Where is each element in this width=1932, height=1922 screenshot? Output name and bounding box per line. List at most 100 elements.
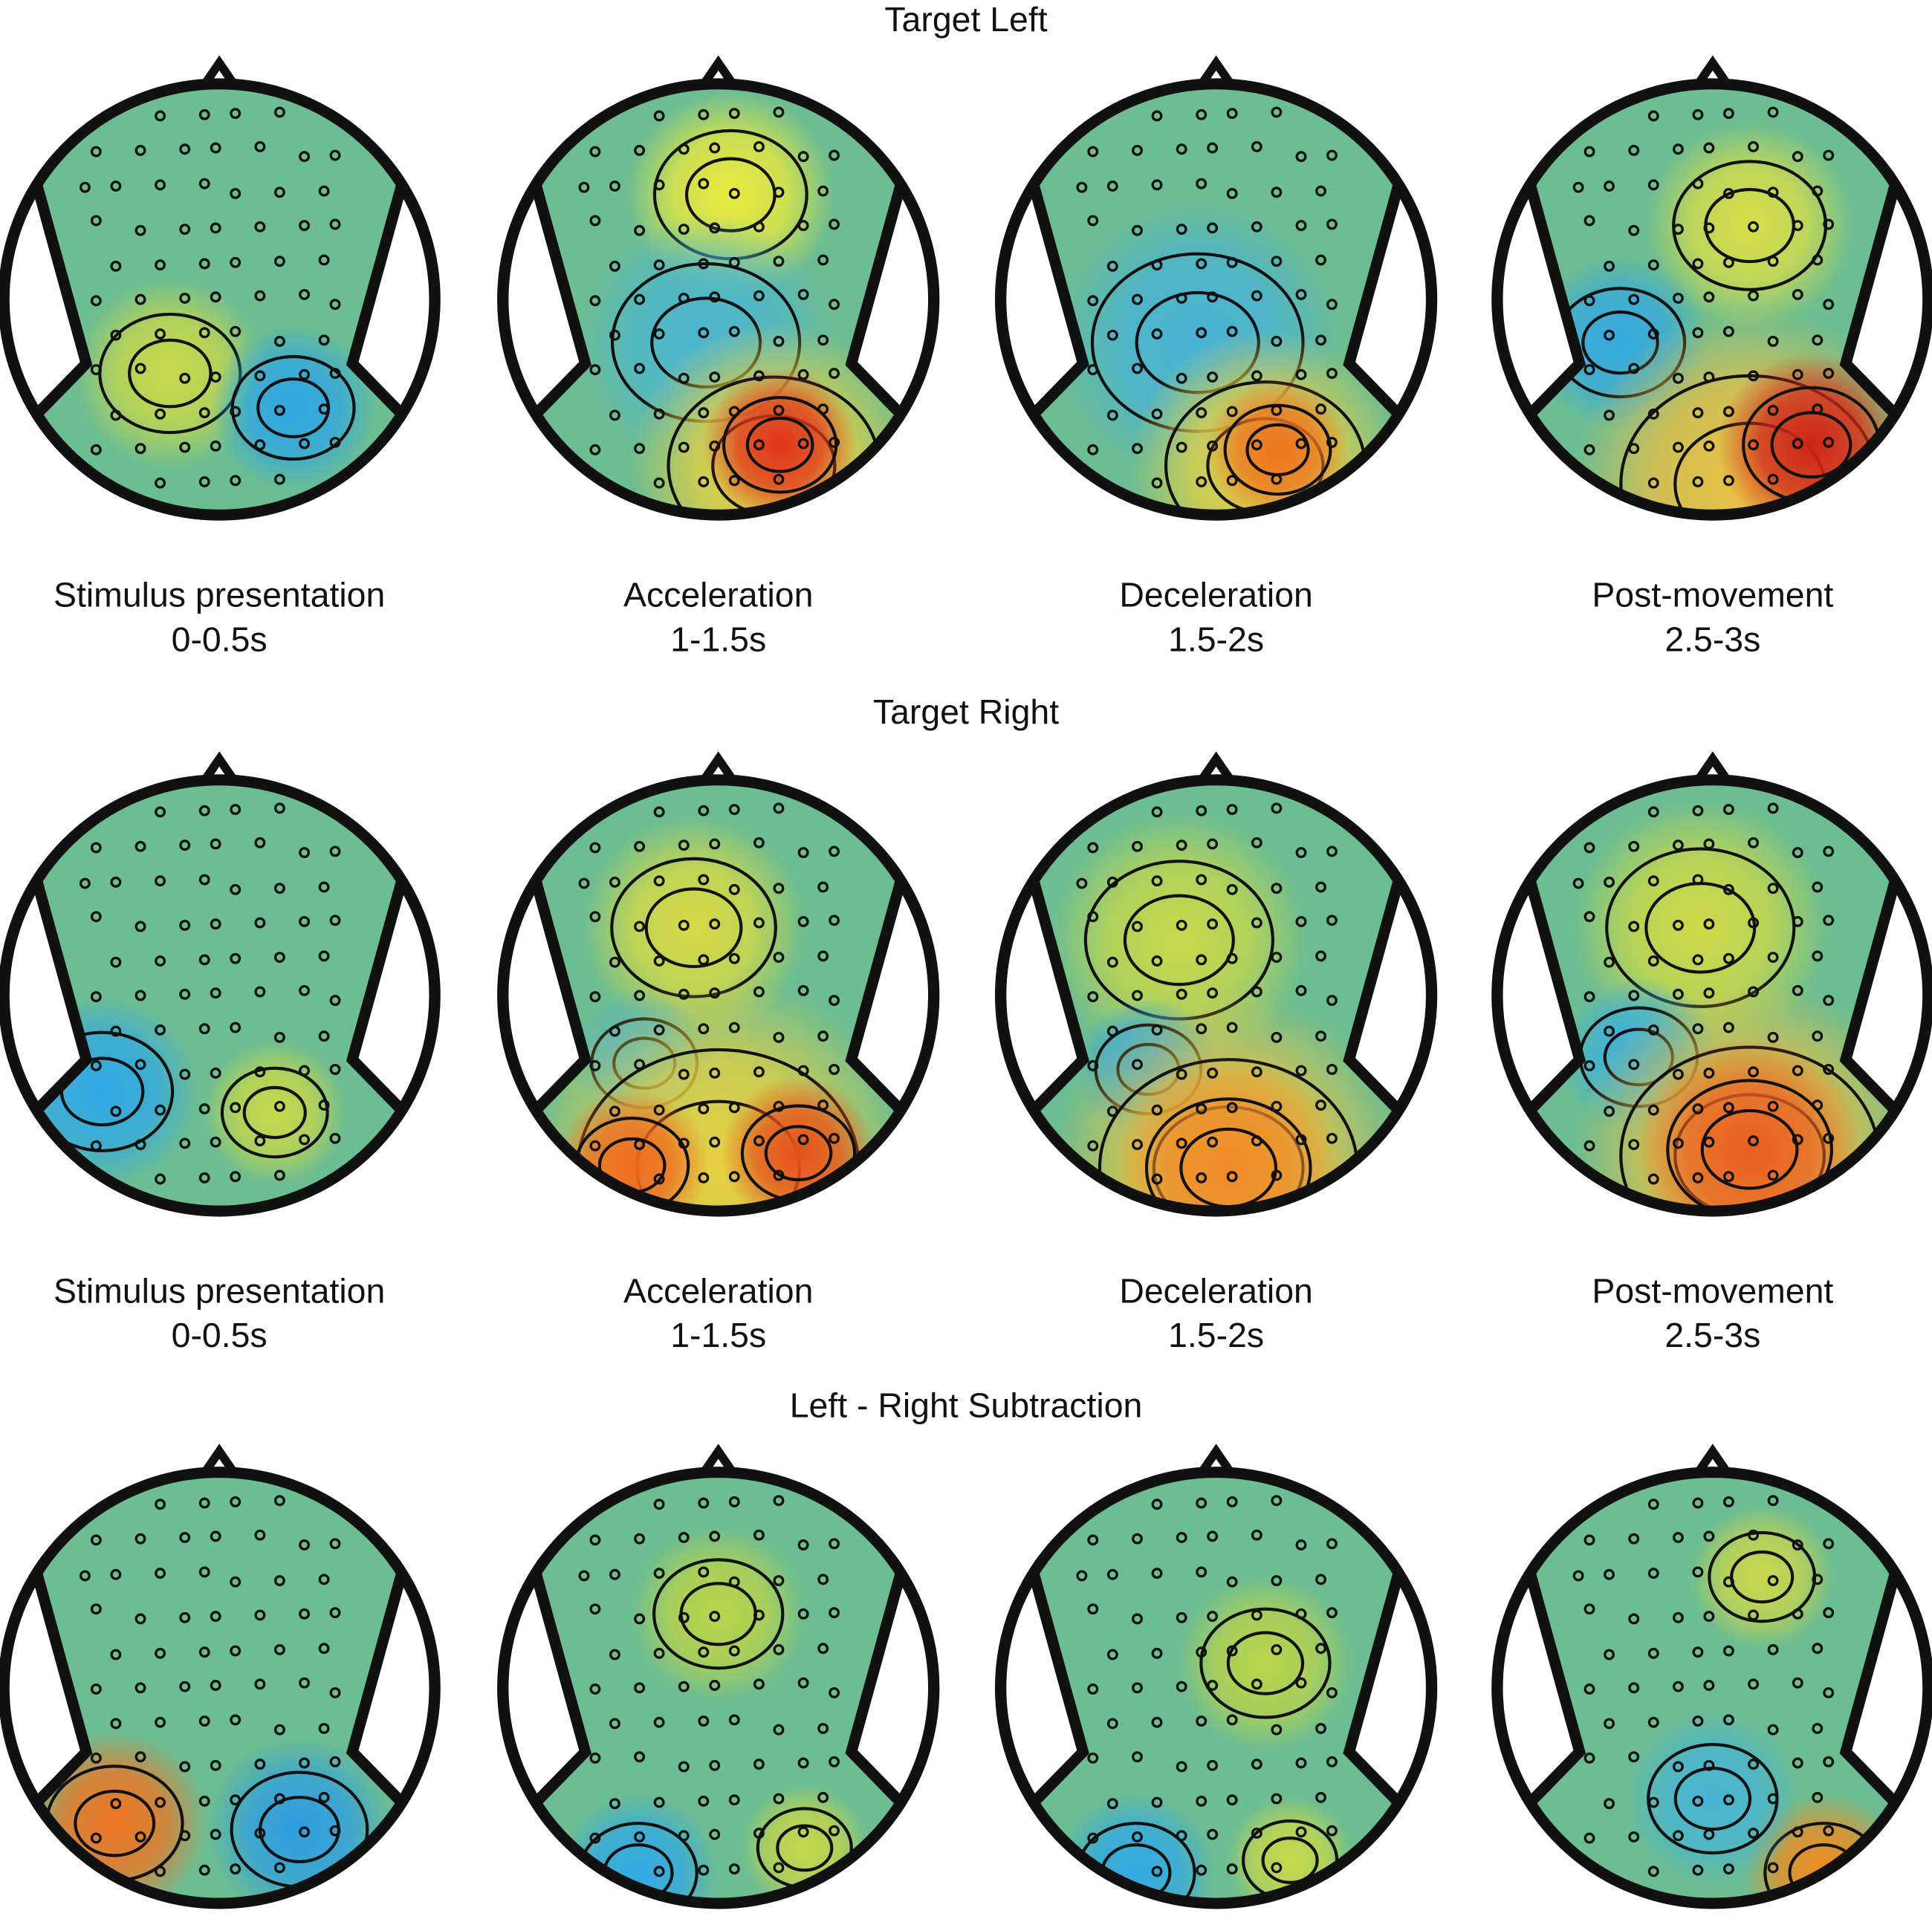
electrode — [79, 1570, 91, 1582]
electrode — [773, 1862, 785, 1874]
electrode — [1792, 847, 1803, 859]
electrode — [110, 876, 122, 888]
electrode — [110, 1649, 122, 1660]
electrode — [728, 1714, 740, 1726]
electrode — [1151, 1173, 1163, 1185]
electrode — [797, 438, 809, 449]
section-title: Left - Right Subtraction — [790, 1386, 1143, 1425]
electrode — [1812, 1791, 1824, 1803]
panel-label: Acceleration — [623, 576, 813, 614]
electrode — [589, 295, 601, 307]
head-outline — [1491, 774, 1932, 1217]
electrode — [1271, 1724, 1283, 1736]
electrode — [318, 1643, 330, 1655]
electrode — [1076, 877, 1088, 889]
section-title: Target Right — [873, 692, 1059, 731]
electrode — [728, 188, 740, 199]
electrode — [1196, 407, 1208, 419]
electrode — [1087, 842, 1099, 854]
electrode — [1196, 1864, 1208, 1876]
electrode — [110, 329, 122, 341]
electrode — [1196, 476, 1208, 487]
panel-label: Acceleration — [623, 1271, 813, 1310]
electrode — [1271, 106, 1283, 118]
electrode — [1176, 143, 1187, 155]
electrode — [709, 838, 721, 850]
activity-blob — [1624, 1710, 1801, 1887]
contour-line — [74, 1789, 156, 1857]
electrode — [817, 881, 829, 893]
electrode — [698, 1023, 710, 1035]
electrode — [634, 921, 646, 932]
electrode — [299, 438, 311, 449]
electrode — [698, 954, 710, 966]
electrode — [1326, 1686, 1338, 1698]
electrode — [1151, 110, 1163, 122]
electrode — [1812, 1574, 1824, 1585]
electrode — [329, 368, 341, 380]
electrode — [1196, 954, 1208, 966]
electrode — [773, 883, 785, 895]
head-map — [1491, 55, 1932, 521]
electrode — [1226, 406, 1238, 418]
electrode — [254, 1759, 266, 1770]
electrode — [1176, 919, 1187, 931]
electrode — [1583, 1832, 1595, 1844]
electrode — [797, 1608, 809, 1620]
electrode — [134, 1613, 146, 1625]
electrode — [1672, 1137, 1684, 1149]
electrode — [1823, 1825, 1835, 1837]
activity-blob — [703, 368, 858, 516]
electrode — [1106, 1718, 1118, 1730]
electrode — [829, 1756, 840, 1767]
electrode — [198, 327, 210, 339]
electrode — [1087, 991, 1099, 1003]
electrode — [79, 877, 91, 889]
electrode — [179, 840, 191, 851]
electrode — [1672, 1068, 1684, 1080]
electrode — [1151, 806, 1163, 818]
electrode — [1767, 335, 1779, 347]
electrode — [753, 370, 765, 382]
electrode — [578, 877, 590, 889]
electrode — [1176, 441, 1187, 453]
electrode — [230, 883, 242, 895]
electrode — [653, 1796, 665, 1808]
electrode — [1647, 408, 1659, 420]
electrode — [1823, 149, 1835, 161]
head-outline — [497, 78, 940, 521]
panel-label: Post-movement — [1592, 1271, 1833, 1310]
electrode — [1226, 1645, 1238, 1657]
electrode — [1271, 883, 1283, 895]
electrode — [198, 874, 210, 886]
electrode — [254, 370, 266, 382]
electrode — [318, 881, 330, 893]
electrode — [1087, 215, 1099, 227]
electrode — [1767, 1793, 1779, 1805]
electrode — [1692, 476, 1704, 487]
electrode — [678, 224, 690, 236]
electrode — [134, 293, 146, 305]
electrode — [728, 406, 740, 418]
electrode — [1226, 475, 1238, 487]
electrode — [1604, 409, 1615, 421]
nose — [701, 1444, 736, 1474]
electrode — [1647, 328, 1659, 340]
electrode — [1583, 911, 1595, 923]
electrode — [773, 1031, 785, 1043]
electrode — [1326, 299, 1338, 311]
electrode — [1604, 181, 1615, 192]
electrode — [1823, 1686, 1835, 1698]
electrode — [1251, 1135, 1262, 1147]
electrode — [709, 371, 721, 383]
electrode — [1326, 436, 1338, 448]
head-map — [0, 751, 441, 1217]
electrode — [155, 1173, 166, 1185]
electrode — [817, 1643, 829, 1655]
electrode — [179, 988, 191, 1000]
electrode — [1207, 1067, 1219, 1079]
electrode — [698, 178, 710, 189]
electrode — [1647, 1716, 1659, 1728]
electrode — [1106, 876, 1118, 888]
electrode — [110, 1718, 122, 1730]
